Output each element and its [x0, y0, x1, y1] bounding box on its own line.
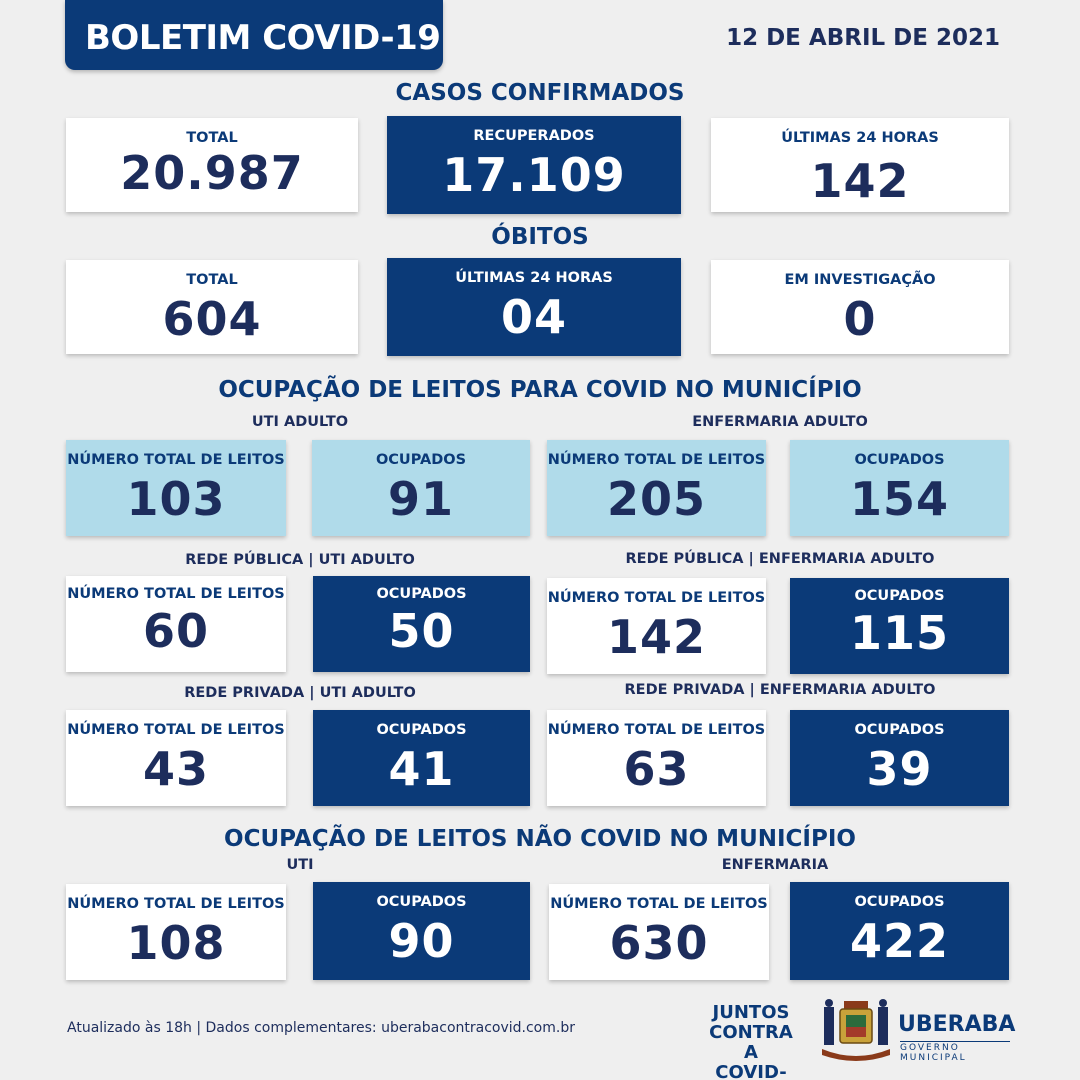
card-value: 205	[606, 472, 707, 526]
publica-enf-ocupados-card: OCUPADOS 115	[790, 578, 1009, 674]
card-value: 50	[388, 604, 455, 658]
casos-total-card: TOTAL 20.987	[66, 118, 358, 212]
card-label: NÚMERO TOTAL DE LEITOS	[67, 896, 285, 912]
juntos-line: COVID-19	[715, 1062, 787, 1080]
casos-title: CASOS CONFIRMADOS	[395, 80, 685, 106]
card-label: NÚMERO TOTAL DE LEITOS	[67, 722, 285, 738]
card-label: TOTAL	[186, 272, 238, 288]
publica-enf-subtitle: REDE PÚBLICA | ENFERMARIA ADULTO	[625, 551, 935, 567]
card-value: 604	[162, 292, 262, 346]
obitos-24h-card: ÚLTIMAS 24 HORAS 04	[387, 258, 681, 356]
card-value: 60	[142, 604, 209, 658]
card-label: NÚMERO TOTAL DE LEITOS	[67, 452, 285, 468]
card-label: NÚMERO TOTAL DE LEITOS	[67, 586, 285, 602]
nao-covid-uti-total-card: NÚMERO TOTAL DE LEITOS 108	[66, 884, 286, 980]
casos-recuperados-card: RECUPERADOS 17.109	[387, 116, 681, 214]
juntos-line: JUNTOS	[712, 1002, 790, 1023]
privada-enf-ocupados-card: OCUPADOS 39	[790, 710, 1009, 806]
uti-adulto-subtitle: UTI ADULTO	[251, 414, 349, 430]
card-value: 142	[606, 610, 707, 664]
card-label: NÚMERO TOTAL DE LEITOS	[547, 452, 766, 468]
card-label: OCUPADOS	[376, 894, 467, 910]
uti-subtitle: UTI	[286, 857, 314, 873]
header-banner: BOLETIM COVID-19	[65, 0, 443, 70]
card-value: 90	[388, 914, 455, 968]
card-label: ÚLTIMAS 24 HORAS	[781, 130, 939, 146]
card-value: 39	[866, 742, 933, 796]
nao-covid-enf-total-card: NÚMERO TOTAL DE LEITOS 630	[549, 884, 769, 980]
card-label: TOTAL	[186, 130, 238, 146]
card-value: 63	[623, 742, 690, 796]
leitos-nao-covid-title: OCUPAÇÃO DE LEITOS NÃO COVID NO MUNICÍPI…	[224, 826, 856, 852]
card-value: 108	[126, 916, 226, 970]
privada-uti-ocupados-card: OCUPADOS 41	[313, 710, 530, 806]
card-value: 04	[500, 290, 567, 344]
publica-enf-total-card: NÚMERO TOTAL DE LEITOS 142	[547, 578, 766, 674]
card-value: 630	[609, 916, 709, 970]
card-value: 154	[849, 472, 950, 526]
enfermaria-total-card: NÚMERO TOTAL DE LEITOS 205	[547, 440, 766, 536]
publica-uti-ocupados-card: OCUPADOS 50	[313, 576, 530, 672]
card-label: OCUPADOS	[854, 588, 945, 604]
card-label: ÚLTIMAS 24 HORAS	[455, 270, 613, 286]
card-label: NÚMERO TOTAL DE LEITOS	[550, 896, 768, 912]
uti-ocupados-card: OCUPADOS 91	[312, 440, 530, 536]
bulletin-date: 12 DE ABRIL DE 2021	[726, 25, 1000, 51]
card-value: 142	[810, 154, 910, 208]
card-value: 20.987	[120, 146, 304, 200]
privada-uti-total-card: NÚMERO TOTAL DE LEITOS 43	[66, 710, 286, 806]
publica-uti-subtitle: REDE PÚBLICA | UTI ADULTO	[185, 552, 415, 568]
bulletin-title: BOLETIM COVID-19	[85, 18, 441, 58]
casos-24h-card: ÚLTIMAS 24 HORAS 142	[711, 118, 1009, 212]
enfermaria-ocupados-card: OCUPADOS 154	[790, 440, 1009, 536]
card-value: 43	[142, 742, 209, 796]
card-value: 103	[126, 472, 226, 526]
obitos-total-card: TOTAL 604	[66, 260, 358, 354]
card-value: 91	[387, 472, 454, 526]
card-label: EM INVESTIGAÇÃO	[784, 272, 936, 288]
card-label: OCUPADOS	[854, 452, 945, 468]
obitos-title: ÓBITOS	[491, 224, 589, 250]
card-label: OCUPADOS	[854, 894, 945, 910]
card-value: 17.109	[442, 148, 626, 202]
enfermaria-adulto-subtitle: ENFERMARIA ADULTO	[692, 414, 868, 430]
card-label: OCUPADOS	[854, 722, 945, 738]
card-label: OCUPADOS	[376, 722, 467, 738]
juntos-line: CONTRA A	[709, 1022, 793, 1063]
card-label: RECUPERADOS	[473, 128, 595, 144]
coat-of-arms-icon	[822, 999, 890, 1061]
card-label: NÚMERO TOTAL DE LEITOS	[547, 590, 766, 606]
leitos-covid-title: OCUPAÇÃO DE LEITOS PARA COVID NO MUNICÍP…	[218, 377, 862, 403]
uberaba-logo-text: UBERABA	[898, 1012, 1016, 1037]
obitos-investigacao-card: EM INVESTIGAÇÃO 0	[711, 260, 1009, 354]
card-value: 0	[843, 292, 877, 346]
card-label: OCUPADOS	[376, 586, 467, 602]
card-value: 422	[849, 914, 950, 968]
card-label: OCUPADOS	[375, 452, 467, 468]
juntos-logo: JUNTOS CONTRA A COVID-19	[703, 1003, 799, 1080]
card-value: 41	[388, 742, 455, 796]
uti-total-card: NÚMERO TOTAL DE LEITOS 103	[66, 440, 286, 536]
publica-uti-total-card: NÚMERO TOTAL DE LEITOS 60	[66, 576, 286, 672]
privada-uti-subtitle: REDE PRIVADA | UTI ADULTO	[184, 685, 416, 701]
footer-update-text: Atualizado às 18h | Dados complementares…	[67, 1020, 575, 1036]
privada-enf-subtitle: REDE PRIVADA | ENFERMARIA ADULTO	[624, 682, 936, 698]
privada-enf-total-card: NÚMERO TOTAL DE LEITOS 63	[547, 710, 766, 806]
card-value: 115	[849, 606, 950, 660]
nao-covid-uti-ocupados-card: OCUPADOS 90	[313, 882, 530, 980]
nao-covid-enf-ocupados-card: OCUPADOS 422	[790, 882, 1009, 980]
enfermaria-subtitle: ENFERMARIA	[721, 857, 829, 873]
card-label: NÚMERO TOTAL DE LEITOS	[547, 722, 766, 738]
governo-municipal-text: GOVERNO MUNICIPAL	[900, 1041, 1010, 1063]
